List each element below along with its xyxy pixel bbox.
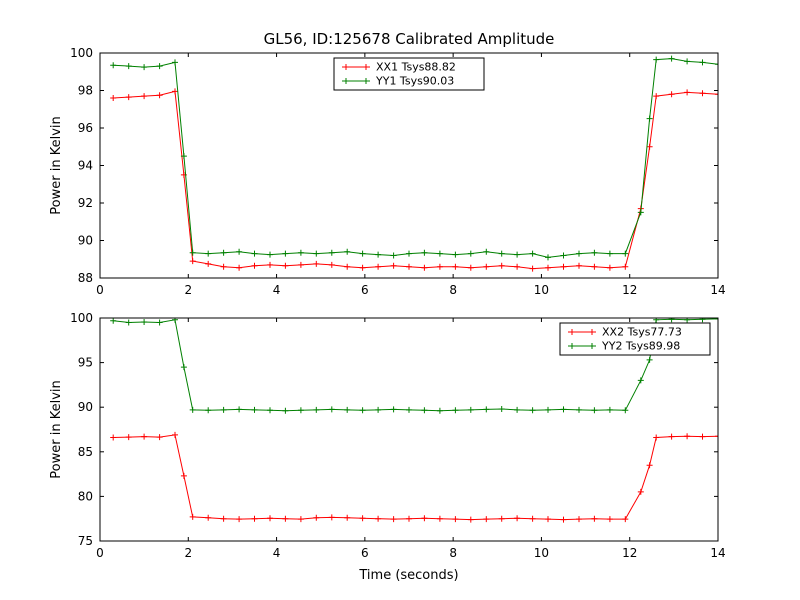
y-tick-label: 85 [78, 445, 93, 459]
y-tick-label: 75 [78, 534, 93, 548]
series-markers [110, 88, 718, 272]
plot-frame [99, 52, 719, 279]
x-tick-label: 12 [622, 546, 637, 560]
bottom-chart: 0 2 4 6 8 10 12 14 75 80 85 90 95 100 Power in Kelvin T… [0, 305, 800, 600]
x-tick-label: 10 [534, 283, 549, 297]
x-tick-label: 2 [184, 546, 192, 560]
plot-frame [99, 317, 719, 542]
x-tick-label: 10 [534, 546, 549, 560]
legend-label: YY2 Tsys89.98 [601, 340, 680, 353]
legend-box [333, 57, 485, 91]
series-markers [110, 431, 718, 523]
top-chart-svg: 0 2 4 6 8 10 12 14 88 90 92 94 96 98 100 Power in Kelvi… [49, 46, 726, 297]
y-tick-label: 100 [70, 46, 93, 60]
legend-key-marker [589, 343, 595, 349]
x-tick-label: 14 [710, 546, 725, 560]
y-axis-label: Power in Kelvin [49, 380, 64, 478]
legend-key-marker [589, 329, 595, 335]
y-tick-label: 88 [78, 271, 93, 285]
x-tick-label: 0 [96, 546, 104, 560]
x-tick-label: 6 [361, 283, 369, 297]
x-tick-label: 2 [184, 283, 192, 297]
series-YY1 [110, 55, 718, 261]
x-tick-label: 8 [449, 283, 457, 297]
x-tick-label: 8 [449, 546, 457, 560]
y-tick-label: 92 [78, 196, 93, 210]
top-chart: 0 2 4 6 8 10 12 14 88 90 92 94 96 98 100 Power in Kelvi… [49, 46, 726, 297]
y-tick-label: 90 [78, 234, 93, 248]
y-tick-label: 80 [78, 489, 93, 503]
x-tick-label: 4 [273, 546, 281, 560]
series-XX2 [110, 431, 718, 523]
legend-key-marker [343, 78, 349, 84]
y-tick-label: 100 [70, 311, 93, 325]
y-tick-label: 90 [78, 400, 93, 414]
legend-key-marker [569, 329, 575, 335]
legend-key-marker [569, 343, 575, 349]
bottom-chart-svg: 0 2 4 6 8 10 12 14 75 80 85 90 95 100 Power in Kelvin T… [49, 311, 726, 583]
legend-label: XX1 Tsys88.82 [376, 61, 456, 74]
legend-label: XX2 Tsys77.73 [602, 326, 682, 339]
tick-labels: 0 2 4 6 8 10 12 14 75 80 85 90 95 100 [70, 311, 726, 560]
series-YY2 [110, 318, 718, 414]
x-tick-label: 12 [622, 283, 637, 297]
series-markers [110, 318, 718, 414]
y-axis-label: Power in Kelvin [49, 116, 64, 214]
chart-title: GL56, ID:125678 Calibrated Amplitude [263, 30, 555, 48]
series-markers [110, 55, 718, 261]
x-tick-label: 14 [710, 283, 725, 297]
legend-label: YY1 Tsys90.03 [375, 75, 454, 88]
legend-box [559, 322, 711, 356]
y-tick-label: 96 [78, 121, 93, 135]
x-axis-label: Time (seconds) [358, 568, 458, 583]
legend-key-marker [363, 64, 369, 70]
y-tick-label: 95 [78, 356, 93, 370]
legend-key-marker [343, 64, 349, 70]
y-tick-label: 94 [78, 159, 93, 173]
tick-labels: 0 2 4 6 8 10 12 14 88 90 92 94 96 98 100 [70, 46, 726, 297]
y-tick-label: 98 [78, 84, 93, 98]
x-tick-label: 0 [96, 283, 104, 297]
x-tick-label: 6 [361, 546, 369, 560]
x-tick-label: 4 [273, 283, 281, 297]
legend-key-marker [363, 78, 369, 84]
series-XX1 [110, 88, 718, 272]
